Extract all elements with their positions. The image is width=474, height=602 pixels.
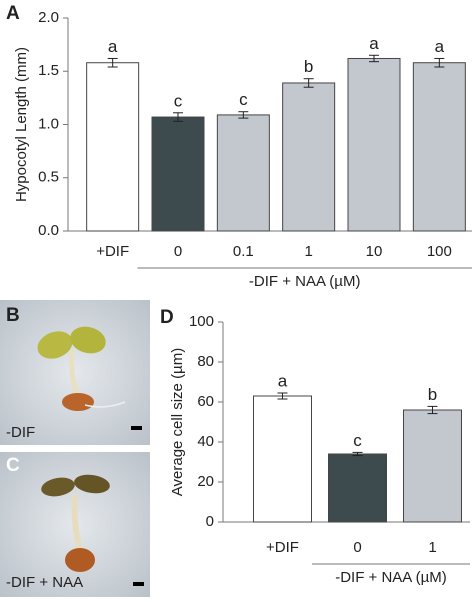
x-tick-label: +DIF bbox=[266, 539, 299, 556]
error-bar bbox=[303, 78, 314, 88]
y-tick-label: 1.5 bbox=[38, 62, 59, 79]
error-bar bbox=[277, 392, 288, 400]
y-tick-label: 1.0 bbox=[38, 115, 59, 132]
x-tick-label: 1 bbox=[304, 243, 312, 260]
error-bar bbox=[427, 405, 438, 415]
error-bar bbox=[173, 112, 183, 122]
significance-letter: c bbox=[353, 431, 362, 450]
y-axis-label: Hypocotyl Length (mm) bbox=[13, 47, 30, 202]
significance-letter: a bbox=[435, 37, 445, 56]
y-tick-label: 100 bbox=[189, 313, 214, 330]
x-tick-label: 0 bbox=[353, 539, 361, 556]
panel-label: B bbox=[6, 305, 20, 326]
significance-letter: b bbox=[304, 57, 313, 76]
bar bbox=[282, 82, 336, 232]
photo-caption: -DIF bbox=[6, 424, 35, 441]
photo-caption: -DIF + NAA bbox=[6, 574, 83, 591]
y-tick-label: 20 bbox=[197, 473, 214, 490]
bar bbox=[347, 57, 401, 232]
y-tick-label: 0.5 bbox=[38, 169, 59, 186]
x-tick-label: 0.1 bbox=[233, 243, 254, 260]
error-bar bbox=[352, 451, 363, 457]
photo-c bbox=[0, 452, 150, 597]
y-tick-label: 0 bbox=[206, 513, 214, 530]
group-label: -DIF + NAA (µM) bbox=[335, 569, 447, 586]
y-tick-label: 2.0 bbox=[38, 9, 59, 26]
significance-letter: c bbox=[239, 90, 248, 109]
bar bbox=[412, 62, 466, 232]
panel-label: A bbox=[6, 3, 20, 24]
error-bar bbox=[107, 57, 118, 68]
panel-label: D bbox=[160, 307, 174, 328]
x-tick-label: 0 bbox=[174, 243, 182, 260]
significance-letter: a bbox=[108, 37, 118, 56]
y-tick-label: 0.0 bbox=[38, 222, 59, 239]
error-bar bbox=[369, 54, 379, 63]
panel-label: C bbox=[6, 455, 20, 476]
significance-letter: a bbox=[369, 34, 379, 53]
bar bbox=[328, 453, 387, 523]
y-tick-label: 80 bbox=[197, 353, 214, 370]
significance-letter: b bbox=[428, 385, 437, 404]
significance-letter: c bbox=[174, 91, 183, 110]
x-tick-label: +DIF bbox=[96, 243, 129, 260]
x-tick-label: 100 bbox=[427, 243, 452, 260]
group-label: -DIF + NAA (µM) bbox=[249, 273, 361, 290]
x-tick-label: 10 bbox=[366, 243, 383, 260]
error-bar bbox=[238, 111, 249, 119]
y-tick-label: 60 bbox=[197, 393, 214, 410]
bar bbox=[151, 116, 205, 232]
bar bbox=[216, 114, 270, 232]
photo-b bbox=[0, 300, 150, 445]
bar bbox=[86, 62, 140, 232]
bar bbox=[253, 395, 312, 523]
y-tick-label: 40 bbox=[197, 433, 214, 450]
error-bar bbox=[434, 57, 445, 68]
significance-letter: a bbox=[278, 371, 288, 390]
bar bbox=[403, 409, 462, 523]
y-axis-label: Average cell size (µm) bbox=[169, 348, 186, 496]
x-tick-label: 1 bbox=[428, 539, 436, 556]
